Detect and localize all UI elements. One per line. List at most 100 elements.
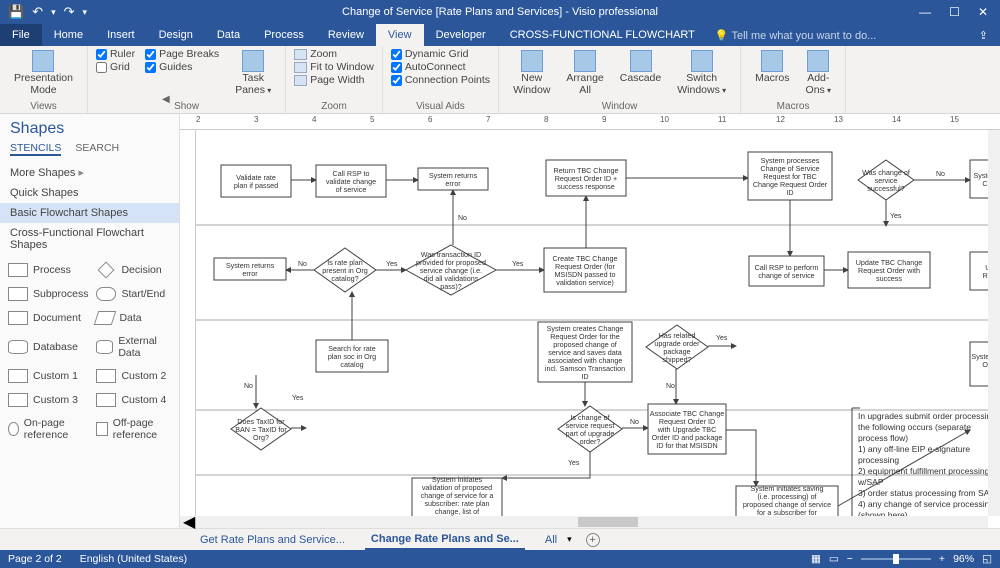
svg-text:change of service: change of service (758, 271, 814, 280)
page-tab[interactable]: Change Rate Plans and Se... (365, 530, 525, 550)
shape-data[interactable]: Data (94, 307, 173, 329)
qat-customize-icon[interactable]: ▾ (83, 7, 88, 18)
macros-button[interactable]: Macros (749, 48, 795, 98)
dynamic-grid-checkbox[interactable]: Dynamic Grid (391, 48, 490, 60)
grid-checkbox[interactable]: Grid (96, 61, 135, 73)
zoom-slider[interactable] (861, 558, 931, 560)
shape-off-page-reference[interactable]: Off-page reference (94, 413, 173, 445)
more-shapes[interactable]: More Shapes (0, 162, 179, 183)
drawing-area[interactable]: NoYesYesNoYesNoNoYesNoYesYesNoValidate r… (196, 130, 1000, 528)
addons-icon (807, 50, 829, 72)
svg-text:successful?: successful? (867, 184, 905, 193)
pagebreaks-checkbox[interactable]: Page Breaks (145, 48, 219, 60)
new-window-button[interactable]: New Window (507, 48, 556, 98)
quick-shapes[interactable]: Quick Shapes (0, 183, 179, 203)
shape-icon (96, 340, 113, 354)
svg-text:processing: processing (858, 455, 899, 465)
task-panes-button[interactable]: Task Panes ▾ (229, 48, 277, 98)
addons-button[interactable]: Add- Ons ▾ (800, 48, 838, 98)
svg-text:error: error (242, 269, 258, 278)
svg-text:Yes: Yes (890, 213, 902, 220)
fit-window-button[interactable]: Fit to Window (294, 61, 374, 73)
shape-on-page-reference[interactable]: On-page reference (6, 413, 90, 445)
ribbon-tabs: FileHomeInsertDesignDataProcessReviewVie… (0, 24, 1000, 46)
tab-developer[interactable]: Developer (424, 24, 498, 46)
view-wide-icon[interactable]: ▭ (829, 553, 839, 565)
svg-text:1) any off-line EIP e-signatur: 1) any off-line EIP e-signature (858, 444, 970, 454)
cascade-button[interactable]: Cascade (614, 48, 667, 98)
shape-icon (96, 287, 116, 301)
autoconnect-checkbox[interactable]: AutoConnect (391, 61, 490, 73)
tab-home[interactable]: Home (42, 24, 95, 46)
tab-view[interactable]: View (376, 24, 424, 46)
undo-icon[interactable]: ↶ (32, 4, 43, 20)
zoom-button[interactable]: Zoom (294, 48, 374, 60)
tab-data[interactable]: Data (205, 24, 252, 46)
shape-database[interactable]: Database (6, 331, 90, 363)
group-label: Visual Aids (391, 100, 490, 112)
zoom-level[interactable]: 96% (953, 553, 974, 565)
tab-review[interactable]: Review (316, 24, 376, 46)
shape-process[interactable]: Process (6, 259, 90, 281)
shape-custom-2[interactable]: Custom 2 (94, 365, 173, 387)
vertical-ruler (180, 130, 196, 528)
search-tab[interactable]: SEARCH (75, 142, 119, 156)
svg-text:No: No (244, 383, 253, 390)
horizontal-scrollbar[interactable]: ◀ (180, 516, 988, 528)
stencils-tab[interactable]: STENCILS (10, 142, 61, 156)
shape-custom-3[interactable]: Custom 3 (6, 389, 90, 411)
redo-icon[interactable]: ↷ (64, 4, 75, 20)
vertical-scrollbar[interactable] (988, 130, 1000, 516)
tab-process[interactable]: Process (252, 24, 316, 46)
width-icon (294, 75, 307, 86)
shape-icon (8, 393, 28, 407)
add-page-button[interactable]: + (586, 533, 600, 547)
stencil-cross-functional[interactable]: Cross-Functional Flowchart Shapes (0, 223, 179, 255)
group-label: Show (96, 100, 277, 112)
ruler-checkbox[interactable]: Ruler (96, 48, 135, 60)
view-normal-icon[interactable]: ▦ (811, 553, 821, 565)
close-button[interactable]: ✕ (978, 5, 988, 19)
tab-insert[interactable]: Insert (95, 24, 147, 46)
guides-checkbox[interactable]: Guides (145, 61, 219, 73)
status-bar: Page 2 of 2 English (United States) ▦ ▭ … (0, 550, 1000, 568)
shape-custom-1[interactable]: Custom 1 (6, 365, 90, 387)
tab-design[interactable]: Design (147, 24, 205, 46)
scroll-thumb[interactable] (578, 517, 638, 527)
page-width-button[interactable]: Page Width (294, 74, 374, 86)
share-button[interactable]: ⇪ (967, 24, 1000, 46)
shape-decision[interactable]: Decision (94, 259, 173, 281)
tell-me-input[interactable]: 💡 Tell me what you want to do... (715, 24, 876, 46)
tab-file[interactable]: File (0, 24, 42, 46)
group-macros: Macros Add- Ons ▾ Macros (741, 46, 846, 113)
zoom-out-button[interactable]: − (847, 553, 853, 565)
collapse-pane-icon[interactable]: ◀ (162, 94, 170, 105)
minimize-button[interactable]: — (919, 5, 931, 19)
save-icon[interactable]: 💾 (8, 4, 24, 20)
svg-text:4) any change of service proce: 4) any change of service processing (858, 499, 994, 509)
shape-custom-4[interactable]: Custom 4 (94, 389, 173, 411)
shape-subprocess[interactable]: Subprocess (6, 283, 90, 305)
main-area: Shapes ◀ STENCILS SEARCH More Shapes Qui… (0, 114, 1000, 528)
macros-icon (761, 50, 783, 72)
page-tab[interactable]: Get Rate Plans and Service... (194, 531, 351, 549)
tab-cross-functional-flowchart[interactable]: CROSS-FUNCTIONAL FLOWCHART (498, 24, 707, 46)
presentation-mode-button[interactable]: Presentation Mode (8, 48, 79, 98)
switch-icon (691, 50, 713, 72)
switch-windows-button[interactable]: Switch Windows ▾ (671, 48, 732, 98)
shape-document[interactable]: Document (6, 307, 90, 329)
page-tab[interactable]: All (539, 531, 563, 549)
connection-points-checkbox[interactable]: Connection Points (391, 74, 490, 86)
zoom-in-button[interactable]: + (939, 553, 945, 565)
svg-text:No: No (458, 215, 467, 222)
undo-more-icon[interactable]: ▾ (51, 7, 56, 18)
language-indicator[interactable]: English (United States) (80, 553, 187, 565)
stencil-basic-flowchart[interactable]: Basic Flowchart Shapes (0, 203, 179, 223)
fit-page-icon[interactable]: ◱ (982, 553, 992, 565)
shape-external-data[interactable]: External Data (94, 331, 173, 363)
svg-text:Yes: Yes (512, 261, 524, 268)
taskpanes-icon (242, 50, 264, 72)
maximize-button[interactable]: ☐ (949, 5, 960, 19)
arrange-all-button[interactable]: Arrange All (560, 48, 609, 98)
shape-start-end[interactable]: Start/End (94, 283, 173, 305)
